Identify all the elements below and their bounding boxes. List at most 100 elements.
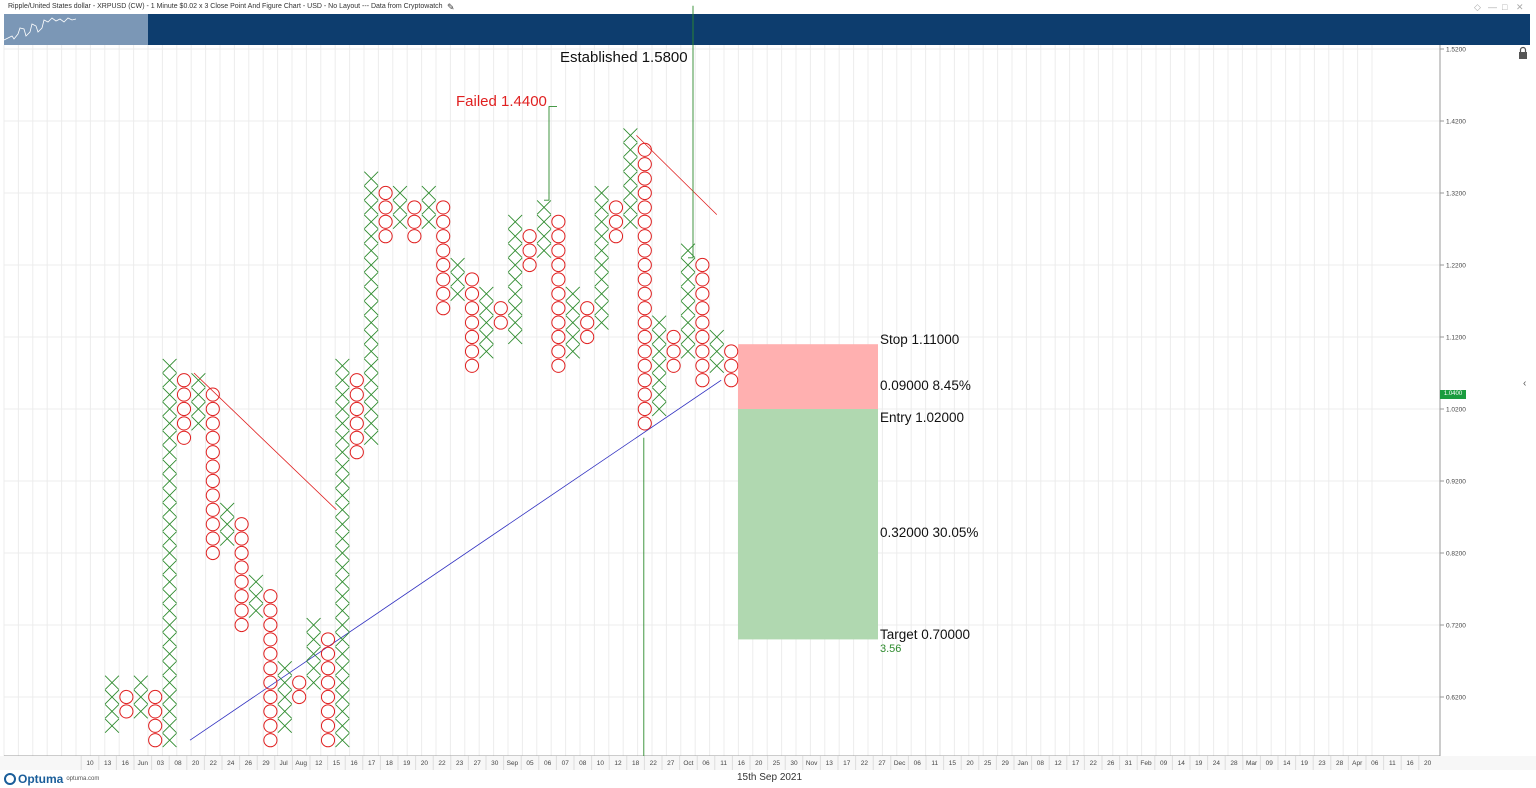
x-box bbox=[335, 574, 350, 590]
x-box bbox=[219, 531, 235, 546]
date-axis-label: 05 bbox=[526, 760, 534, 767]
o-box bbox=[695, 358, 710, 373]
o-box bbox=[320, 733, 336, 748]
x-box bbox=[594, 315, 609, 330]
o-box bbox=[637, 286, 652, 301]
o-box bbox=[349, 387, 364, 402]
o-box bbox=[522, 229, 537, 244]
o-box bbox=[637, 185, 652, 201]
o-box bbox=[580, 329, 595, 345]
o-box bbox=[205, 445, 220, 460]
x-box bbox=[219, 502, 235, 518]
x-box bbox=[162, 560, 177, 575]
x-box bbox=[133, 689, 149, 705]
x-box bbox=[680, 286, 696, 302]
x-box bbox=[363, 416, 379, 431]
chart-title: Ripple/United States dollar - XRPUSD (CW… bbox=[8, 3, 443, 10]
date-axis-label: 24 bbox=[227, 760, 235, 767]
o-box bbox=[263, 589, 278, 604]
x-box bbox=[363, 228, 379, 244]
lock-icon[interactable] bbox=[1516, 46, 1530, 60]
o-box bbox=[637, 329, 652, 345]
o-box bbox=[695, 329, 710, 345]
date-axis-label: 20 bbox=[755, 760, 763, 767]
date-axis-label: 12 bbox=[315, 760, 323, 767]
o-box bbox=[551, 229, 566, 244]
navigator-window[interactable] bbox=[3, 14, 148, 45]
x-box bbox=[651, 358, 667, 374]
o-box bbox=[637, 373, 652, 388]
x-box bbox=[479, 329, 494, 345]
maximize-icon[interactable]: □ bbox=[1502, 2, 1508, 12]
x-box bbox=[162, 473, 177, 489]
o-box bbox=[234, 589, 249, 604]
o-box bbox=[436, 286, 451, 301]
x-box bbox=[623, 171, 638, 186]
x-box bbox=[162, 617, 177, 633]
edit-icon[interactable]: ✎ bbox=[447, 2, 455, 12]
x-box bbox=[507, 300, 523, 316]
date-axis-label: 20 bbox=[966, 760, 974, 767]
o-box bbox=[551, 344, 566, 359]
last-price-tag: 1.0400 bbox=[1440, 390, 1466, 399]
stop-label: Stop 1.11000 bbox=[880, 332, 959, 347]
date-axis-label: 11 bbox=[720, 760, 727, 767]
price-axis-label: 1.2200 bbox=[1446, 263, 1466, 270]
x-box bbox=[162, 401, 177, 417]
price-axis-label: 1.3200 bbox=[1446, 191, 1466, 198]
x-box bbox=[507, 228, 523, 244]
o-box bbox=[695, 272, 710, 287]
x-box bbox=[450, 257, 465, 273]
date-axis-label: 18 bbox=[632, 760, 640, 767]
navigator-strip[interactable] bbox=[3, 14, 1530, 45]
o-box bbox=[263, 646, 278, 661]
x-box bbox=[162, 704, 177, 719]
x-box bbox=[335, 660, 350, 676]
o-box bbox=[666, 344, 681, 359]
price-axis-label: 1.0200 bbox=[1446, 407, 1466, 414]
o-box bbox=[320, 675, 336, 690]
x-box bbox=[162, 632, 177, 647]
x-box bbox=[306, 660, 321, 676]
x-box bbox=[450, 286, 465, 302]
o-box bbox=[119, 689, 134, 705]
x-box bbox=[594, 228, 609, 244]
o-box bbox=[148, 718, 163, 733]
date-axis-label: 28 bbox=[1336, 760, 1344, 767]
minimize-icon[interactable]: — bbox=[1488, 2, 1497, 12]
o-box bbox=[637, 301, 652, 316]
x-box bbox=[277, 675, 293, 690]
x-box bbox=[536, 228, 552, 244]
collapse-panel-icon[interactable]: ‹ bbox=[1523, 378, 1527, 389]
date-axis-label: Feb bbox=[1140, 760, 1152, 767]
date-axis-label: 22 bbox=[650, 760, 658, 767]
date-axis-label: 27 bbox=[667, 760, 675, 767]
x-box bbox=[306, 675, 321, 690]
date-axis-label: 16 bbox=[1406, 760, 1414, 767]
x-box bbox=[335, 531, 350, 546]
restore-icon[interactable]: ◇ bbox=[1474, 2, 1481, 12]
o-box bbox=[205, 531, 220, 546]
o-box bbox=[637, 214, 652, 229]
o-box bbox=[234, 603, 249, 618]
o-box bbox=[407, 229, 422, 244]
date-axis-label: Jul bbox=[279, 760, 288, 767]
x-box bbox=[248, 603, 264, 618]
date-axis-label: 17 bbox=[1072, 760, 1080, 767]
x-box bbox=[594, 300, 609, 316]
o-box bbox=[263, 704, 278, 719]
x-box bbox=[536, 200, 552, 215]
close-icon[interactable]: ✕ bbox=[1516, 2, 1524, 12]
price-axis-label: 0.8200 bbox=[1446, 551, 1466, 558]
x-box bbox=[363, 387, 379, 402]
o-box bbox=[637, 387, 652, 402]
x-box bbox=[507, 272, 523, 287]
date-axis-label: 20 bbox=[421, 760, 429, 767]
o-box bbox=[637, 315, 652, 330]
x-box bbox=[191, 401, 206, 417]
date-axis-label: 19 bbox=[1195, 760, 1203, 767]
x-box bbox=[248, 588, 264, 604]
date-axis-label: 10 bbox=[597, 760, 605, 767]
o-box bbox=[580, 315, 595, 330]
